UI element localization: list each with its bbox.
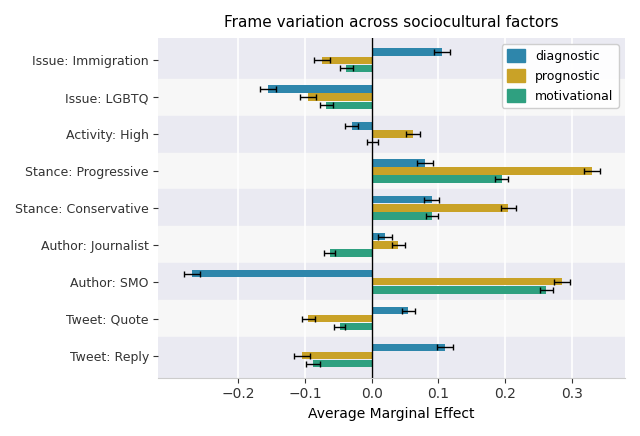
Bar: [372, 307, 408, 314]
Bar: [159, 42, 625, 79]
Bar: [159, 263, 625, 300]
Bar: [372, 278, 562, 286]
Bar: [326, 102, 372, 109]
Bar: [302, 352, 372, 359]
Bar: [372, 159, 425, 167]
Bar: [159, 226, 625, 263]
Bar: [268, 85, 372, 93]
Bar: [372, 241, 399, 249]
Bar: [340, 323, 372, 330]
Bar: [372, 175, 502, 183]
Bar: [159, 337, 625, 374]
Bar: [372, 48, 442, 56]
Bar: [372, 167, 591, 175]
Bar: [159, 153, 625, 190]
Bar: [192, 270, 372, 277]
Bar: [372, 130, 413, 138]
Bar: [159, 79, 625, 116]
Bar: [372, 233, 385, 240]
Bar: [372, 344, 445, 351]
Bar: [352, 122, 372, 129]
X-axis label: Average Marginal Effect: Average Marginal Effect: [308, 407, 475, 421]
Bar: [159, 300, 625, 337]
Bar: [372, 196, 432, 204]
Bar: [330, 249, 372, 257]
Bar: [159, 190, 625, 226]
Bar: [159, 116, 625, 153]
Title: Frame variation across sociocultural factors: Frame variation across sociocultural fac…: [225, 15, 559, 30]
Bar: [372, 204, 508, 211]
Bar: [346, 65, 372, 72]
Bar: [313, 360, 372, 368]
Bar: [372, 212, 432, 220]
Bar: [308, 93, 372, 101]
Legend: diagnostic, prognostic, motivational: diagnostic, prognostic, motivational: [502, 44, 619, 108]
Bar: [308, 315, 372, 322]
Bar: [322, 57, 372, 64]
Bar: [372, 286, 547, 293]
